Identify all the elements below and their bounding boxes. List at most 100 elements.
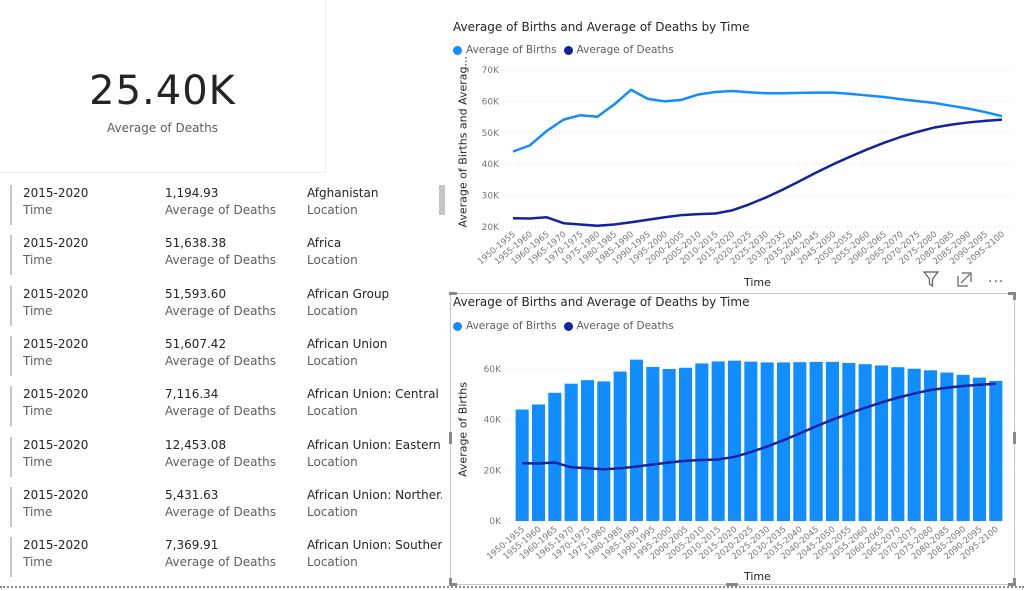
combo-chart-y-axis-title: Average of Births [456,382,470,477]
location-value: Africa [307,236,342,251]
x-tick-label: 1970-1975 [543,230,585,267]
location-label: Location [307,303,358,318]
legend-deaths-marker [563,321,573,331]
legend-births-marker [453,45,462,55]
deaths-label: Average of Deaths [165,303,277,318]
x-tick-label: 2060-2065 [847,230,889,267]
more-options-icon[interactable]: ... [988,270,1005,286]
time-value: 2015-2020 [23,286,89,301]
resize-handle[interactable] [449,432,452,444]
deaths-label: Average of Deaths [165,353,277,368]
line-chart-legend: Average of Births Average of Deaths [453,44,674,56]
y-tick-label: 40K [482,160,500,170]
time-value: 2015-2020 [23,437,89,452]
time-value: 2015-2020 [23,236,89,251]
line-chart-x-axis-title: Time [744,276,771,289]
series-line-average-of-births [512,88,1003,153]
time-label: Time [23,203,53,217]
x-tick-label: 2030-2035 [746,230,788,267]
table-row[interactable]: 2015-2020 Time 51,607.42 Average of Deaths A… [10,335,437,376]
scrollbar-thumb[interactable] [439,185,445,215]
deaths-value: 5,431.63 [165,487,219,502]
deaths-label: Average of Deaths [165,504,277,519]
kpi-label: Average of Deaths [106,121,218,135]
time-label: Time [23,353,53,368]
location-value: Afghanistan [307,186,379,200]
location-value: African Union: Souther... [307,538,442,553]
resize-handle[interactable] [726,583,738,586]
combo-chart-legend: Average of Births Average of Deaths [453,320,674,332]
x-tick-label: 2075-2080 [898,230,940,267]
x-tick-label: 2050-2055 [813,230,855,267]
resize-handle[interactable] [1013,578,1016,586]
x-tick-label: 1975-1980 [560,230,602,267]
x-tick-label: 2065-2070 [864,230,906,267]
location-label: Location [307,203,358,217]
time-value: 2015-2020 [23,186,89,200]
legend-deaths-label[interactable]: Average of Deaths [576,44,674,56]
x-tick-label: 2010-2015 [678,230,720,267]
x-tick-label: 2015-2020 [695,230,737,267]
resize-handle[interactable] [1008,583,1016,586]
legend-births-marker [453,321,462,331]
table-row[interactable]: 2015-2020 Time 7,116.34 Average of Deaths Af… [10,386,442,427]
location-label: Location [307,353,358,368]
time-label: Time [23,504,53,519]
x-tick-label: 2005-2010 [661,230,703,267]
legend-births-label[interactable]: Average of Births [466,44,557,56]
deaths-value: 51,607.42 [165,336,227,351]
deaths-value: 7,116.34 [165,387,219,402]
legend-deaths-label[interactable]: Average of Deaths [576,320,674,332]
resize-handle[interactable] [449,292,457,295]
time-label: Time [23,404,53,419]
location-value: African Union: Eastern ... [307,437,442,452]
time-value: 2015-2020 [23,487,89,502]
x-tick-label: 2045-2050 [796,230,838,267]
resize-handle[interactable] [1008,292,1016,295]
deaths-value: 51,638.38 [165,236,227,251]
location-value: African Union: Central ... [307,387,442,402]
x-tick-label: 2095-2100 [965,230,1007,267]
resize-handle[interactable] [1013,432,1016,444]
x-tick-label: 2035-2040 [763,230,805,267]
location-label: Location [307,253,358,268]
table-row[interactable]: 2015-2020 Time 7,369.91 Average of Deaths Af… [10,537,442,578]
time-label: Time [23,303,53,318]
x-tick-label: 2085-2090 [931,230,973,267]
resize-handle[interactable] [449,583,457,586]
time-label: Time [23,253,53,268]
x-tick-label: 2020-2025 [712,230,754,267]
x-tick-label: 1995-2000 [628,230,670,267]
x-tick-label: 2000-2005 [645,230,687,267]
table-row[interactable]: 2015-2020 Time 12,453.08 Average of Deaths A… [10,436,442,477]
focus-mode-icon[interactable] [956,271,973,292]
legend-births-label[interactable]: Average of Births [466,320,557,332]
resize-handle[interactable] [449,578,452,586]
table-row[interactable]: 2015-2020 Time 51,638.38 Average of Deaths A… [10,235,437,276]
x-tick-label: 2025-2030 [729,230,771,267]
deaths-label: Average of Deaths [165,404,277,419]
resize-handle[interactable] [1013,292,1016,300]
time-label: Time [23,454,53,469]
combo-chart-title: Average of Births and Average of Deaths … [453,295,750,309]
deaths-label: Average of Deaths [165,555,277,570]
table-row[interactable]: 2015-2020 Time 51,593.60 Average of Deaths A… [10,285,437,326]
x-tick-label: 1950-1955 [476,230,518,267]
x-tick-label: 1955-1960 [493,230,535,267]
y-tick-label: 30K [482,192,500,202]
y-tick-label: 60K [482,97,500,107]
deaths-value: 7,369.91 [165,538,219,553]
x-tick-label: 2080-2085 [914,230,956,267]
deaths-label: Average of Deaths [165,203,277,217]
table-row[interactable]: 2015-2020 Time 1,194.93 Average of Deaths Af… [10,185,437,225]
table-row[interactable]: 2015-2020 Time 5,431.63 Average of Deaths Af… [10,486,442,527]
filter-icon[interactable] [922,270,940,292]
time-label: Time [23,555,53,570]
kpi-card[interactable]: 25.40K Average of Deaths [0,0,326,173]
location-value: African Union: Norther... [307,487,442,502]
x-tick-label: 1965-1970 [527,230,569,267]
combo-chart-visual[interactable] [449,292,1016,586]
deaths-value: 51,593.60 [165,286,227,301]
line-chart-y-axis-title: Average of Births and Averag... [456,56,470,228]
legend-deaths-marker [563,45,573,55]
